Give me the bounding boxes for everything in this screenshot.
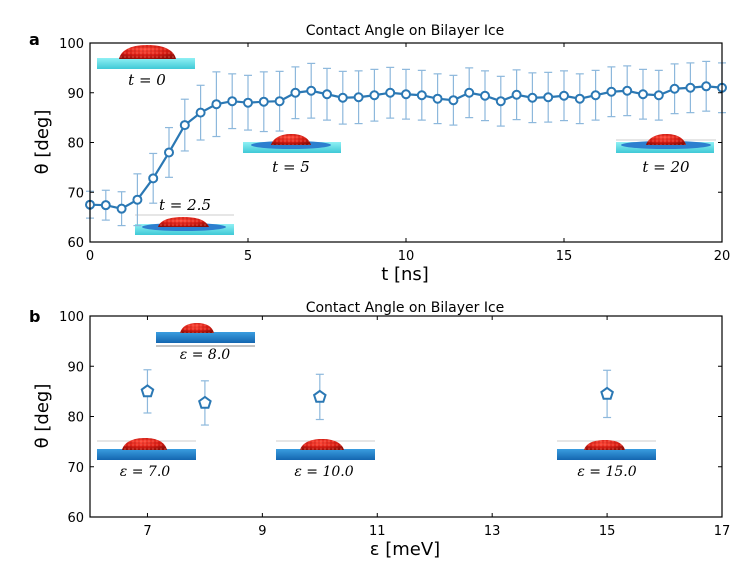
data-point (148, 173, 159, 184)
inset-label: ε = 7.0 (120, 464, 171, 480)
data-point (322, 89, 332, 100)
data-point (432, 93, 443, 104)
data-point (195, 107, 206, 118)
x-tick-label: 17 (714, 524, 731, 539)
inset-e8: ε = 8.0 (156, 323, 255, 363)
y-tick-label: 90 (67, 360, 84, 375)
data-point (132, 194, 143, 205)
data-point (290, 87, 301, 98)
data-point (369, 90, 380, 101)
inset-label: t = 0 (128, 71, 166, 89)
inset-label: t = 2.5 (159, 196, 211, 214)
plot-frame (89, 315, 723, 518)
data-point (164, 147, 174, 158)
inset-e10: ε = 10.0 (276, 439, 375, 480)
panel-a: a Contact Angle on Bilayer Ice t = 0 t =… (29, 23, 730, 285)
x-tick-label: 11 (369, 524, 386, 539)
y-axis-label: θ [deg] (32, 110, 53, 175)
y-axis-label: θ [deg] (32, 384, 53, 449)
data-point (211, 99, 222, 110)
data-point (243, 97, 253, 108)
x-tick-label: 20 (714, 249, 731, 264)
data-point (600, 386, 614, 400)
data-point (638, 89, 648, 100)
inset-t0: t = 0 (97, 45, 195, 89)
inset-label: ε = 10.0 (294, 464, 353, 480)
data-point (312, 389, 327, 403)
data-point (480, 90, 490, 101)
data-point (527, 92, 538, 103)
x-tick-label: 10 (398, 249, 415, 264)
x-tick-label: 0 (86, 249, 94, 264)
data-point (590, 90, 601, 101)
inset-label: ε = 15.0 (577, 464, 636, 480)
data-point (559, 90, 569, 101)
x-tick-label: 7 (143, 524, 151, 539)
x-tick-label: 9 (258, 524, 266, 539)
panel-label: a (29, 30, 40, 49)
data-point (385, 87, 396, 98)
data-point (622, 85, 633, 96)
data-point (227, 96, 238, 107)
data-point (669, 83, 680, 94)
data-point (179, 120, 190, 131)
chart-title: Contact Angle on Bilayer Ice (306, 23, 505, 39)
inset-t20: t = 20 (616, 134, 716, 176)
y-tick-label: 80 (67, 411, 84, 426)
x-tick-label: 5 (244, 249, 252, 264)
inset-t2.5: t = 2.5 (135, 196, 234, 235)
x-tick-label: 15 (599, 524, 616, 539)
y-tick-label: 60 (67, 511, 84, 526)
y-tick-label: 70 (67, 186, 84, 201)
data-point (511, 89, 522, 100)
data-point (543, 92, 554, 103)
x-tick-label: 15 (556, 249, 573, 264)
data-point (606, 86, 617, 97)
x-axis-label: t [ns] (381, 264, 429, 285)
plot-frame (89, 42, 723, 243)
data-point (353, 92, 364, 103)
data-point (306, 85, 317, 96)
data-point (495, 96, 506, 107)
panel-b: b Contact Angle on Bilayer Ice ε = 7.0 ε… (29, 300, 730, 560)
data-marks-a (85, 60, 727, 227)
data-point (401, 89, 411, 100)
data-point (140, 384, 155, 398)
data-point (258, 96, 269, 107)
y-tick-label: 100 (59, 37, 84, 52)
panel-label: b (29, 307, 40, 326)
y-tick-label: 90 (67, 87, 84, 102)
y-tick-label: 100 (59, 310, 84, 325)
data-point (448, 95, 459, 106)
y-tick-label: 80 (67, 137, 84, 152)
inset-label: t = 5 (272, 158, 310, 176)
data-point (198, 395, 212, 409)
y-tick-label: 70 (67, 461, 84, 476)
axis-ticks-b: 7 9 11 13 15 17 60 70 80 90 100 (59, 310, 730, 539)
x-axis-label: ε [meV] (370, 539, 440, 560)
inset-e7: ε = 7.0 (97, 438, 196, 480)
inset-t5: t = 5 (243, 134, 341, 176)
y-tick-label: 60 (67, 236, 84, 251)
data-point (464, 87, 475, 98)
data-point (574, 93, 585, 104)
x-tick-label: 13 (484, 524, 501, 539)
inset-e15: ε = 15.0 (557, 440, 656, 480)
data-point (274, 96, 285, 107)
data-point (416, 90, 427, 101)
data-point (685, 82, 696, 93)
data-point (116, 203, 127, 214)
axis-ticks-a: 0 5 10 15 20 60 70 80 90 100 (59, 37, 730, 264)
inset-label: t = 20 (642, 158, 690, 176)
chart-title: Contact Angle on Bilayer Ice (306, 300, 505, 316)
data-point (100, 200, 111, 211)
inset-label: ε = 8.0 (180, 347, 231, 363)
data-point (653, 90, 664, 101)
data-point (337, 92, 348, 103)
data-marks-b (140, 369, 614, 426)
data-point (701, 81, 712, 92)
